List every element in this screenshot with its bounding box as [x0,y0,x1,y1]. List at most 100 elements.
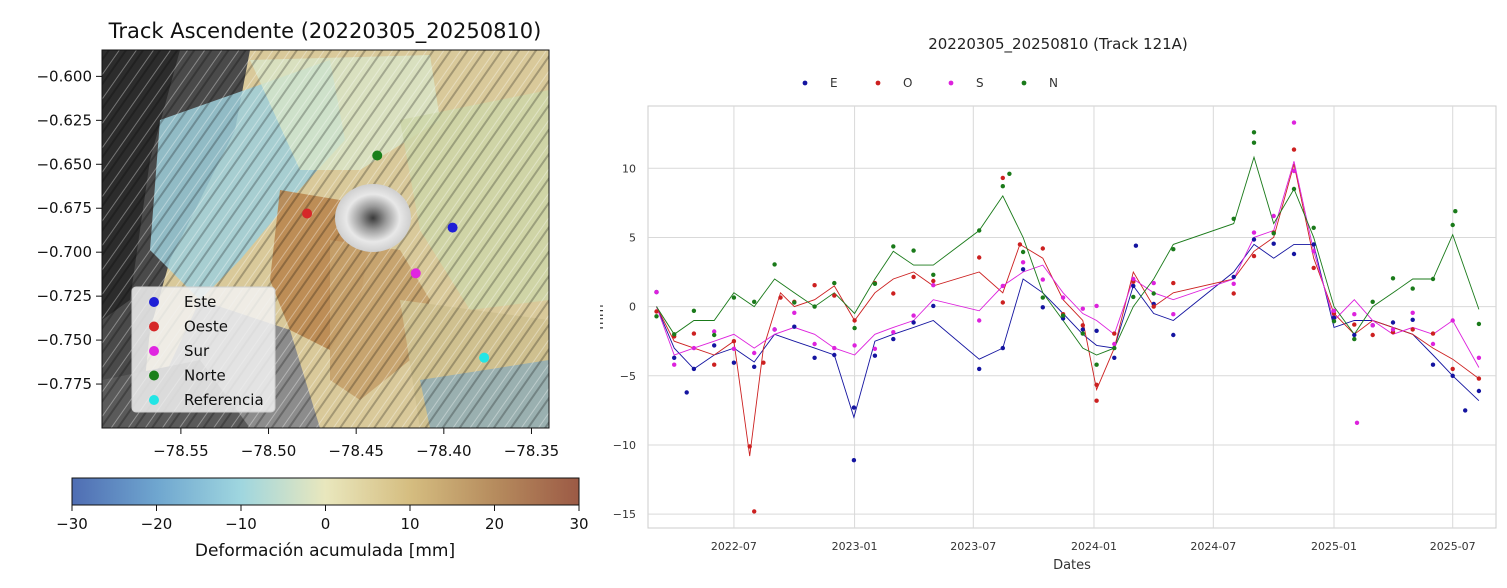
data-point-o [691,331,697,336]
data-point-n [1453,209,1458,214]
data-point-s [1171,312,1176,317]
data-point-s [1352,312,1357,317]
data-point-n [1476,321,1482,327]
data-point-n [792,300,797,305]
series-line-s [656,161,1480,368]
data-point-o [1112,331,1117,336]
data-point-n [1020,249,1026,255]
data-point-e [977,366,982,372]
legend-marker-o [875,80,881,86]
data-point-s [911,313,916,318]
map-x-tick-label: −78.40 [416,442,472,460]
legend-marker-este [149,297,159,307]
data-point-e [1450,373,1455,378]
data-point-o [1450,366,1455,372]
data-point-e [851,458,857,463]
data-point-o [1000,300,1005,305]
data-point-o [1151,304,1156,309]
map-point-este [447,222,458,233]
data-point-s [1080,306,1085,311]
data-point-o [1171,280,1176,286]
data-point-n [1430,276,1436,282]
data-point-s [1251,230,1257,235]
timeseries-title: 20220305_20250810 (Track 121A) [928,35,1188,54]
data-point-s [812,341,817,347]
data-point-n [1251,140,1257,145]
plot-area [647,105,1497,529]
data-point-s [1476,355,1482,360]
x-tick-label: 2025-07 [1430,540,1476,553]
data-point-s [1370,323,1375,328]
map-chart: Track Ascendente (20220305_20250810) −0.… [36,19,589,561]
data-point-s [1040,277,1045,282]
data-point-n [832,280,837,286]
y-tick-label: 10 [622,162,636,175]
data-point-e [1352,332,1357,338]
colorbar: −30 −20 −10 0 10 20 30 Deformación acumulada [… [56,477,589,561]
data-point-n [691,308,697,313]
map-y-tick-label: −0.750 [36,331,92,349]
legend-marker-s [948,80,954,86]
data-point-e [891,336,896,342]
data-point-e [712,343,717,348]
data-point-e [1040,305,1045,310]
data-point-n [772,262,777,267]
data-point-e [1000,345,1005,351]
data-point-s [731,346,737,351]
map-point-referencia [479,352,490,363]
colorbar-tick-label: 20 [485,515,504,533]
data-point-n [1291,186,1297,192]
data-point-s [1112,341,1117,347]
data-point-o [1352,322,1357,327]
x-tick-label: 2023-07 [950,540,996,553]
data-point-o [1000,175,1005,181]
data-point-o [931,278,936,284]
terrain-background [102,50,549,428]
data-point-e [792,324,797,329]
colorbar-tick-label: −20 [141,515,173,533]
map-legend: Este Oeste Sur Norte Referencia [131,286,276,413]
y-axis-label: mm [600,304,607,329]
data-point-e [672,355,677,360]
data-point-e [1430,362,1436,367]
data-point-o [761,360,766,365]
x-tick-label: 2024-07 [1190,540,1236,553]
map-y-tick-label: −0.700 [36,243,92,261]
data-point-s [1450,318,1455,323]
data-point-o [977,255,982,260]
legend-marker-referencia [149,395,159,405]
map-y-tick-label: −0.675 [36,199,92,217]
data-point-n [852,325,857,331]
map-y-tick-label: −0.650 [36,155,92,173]
legend-marker-e [802,80,808,86]
data-point-e [1291,251,1297,257]
legend-label-oeste: Oeste [184,318,228,336]
legend-marker-norte [149,370,159,381]
data-point-s [1020,260,1026,265]
data-point-n [672,332,677,337]
data-point-s [1291,168,1297,174]
colorbar-tick-label: −10 [225,515,257,533]
data-point-n [712,332,717,338]
map-y-tick-label: −0.625 [36,111,92,129]
data-point-s [1151,280,1156,286]
legend-label-s: S [976,76,984,90]
data-point-o [911,274,916,280]
data-point-s [1291,120,1297,125]
data-point-s [832,345,837,351]
legend-marker-n [1021,80,1027,86]
data-point-e [1231,274,1236,280]
map-frame [101,49,550,429]
map-x-tick-label: −78.50 [241,442,297,460]
data-point-n [1231,216,1236,221]
data-point-e [1171,332,1176,338]
map-point-oeste [302,208,313,219]
data-point-o [1430,331,1436,336]
data-point-n [1060,313,1066,318]
data-point-s [654,289,659,295]
data-point-n [1000,184,1005,189]
x-tick-label: 2024-01 [1071,540,1117,553]
data-point-o [1017,242,1023,247]
map-y-tick-label: −0.725 [36,287,92,305]
map-point-norte [372,150,383,161]
